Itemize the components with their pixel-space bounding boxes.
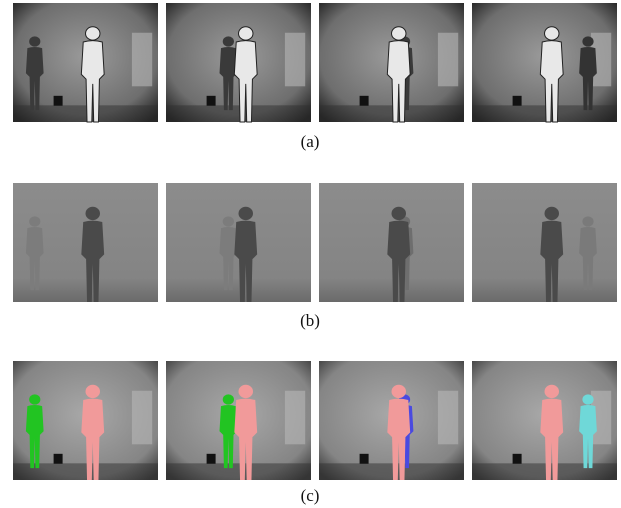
floor (13, 463, 158, 480)
image-panel (472, 3, 617, 122)
head (29, 36, 40, 46)
image-panel (166, 3, 311, 122)
bin (54, 96, 63, 106)
bin (360, 454, 369, 464)
floor (13, 105, 158, 122)
head (86, 207, 100, 220)
caption: (a) (301, 132, 320, 151)
head (545, 385, 559, 398)
head (86, 385, 100, 398)
head (545, 27, 559, 40)
image-panel (166, 361, 311, 480)
image-panel (319, 183, 464, 302)
head (545, 207, 559, 220)
floor (319, 105, 464, 122)
image-panel (319, 3, 464, 122)
board (438, 391, 458, 445)
image-panel (13, 361, 158, 480)
head (582, 216, 593, 226)
floor (319, 463, 464, 480)
caption: (b) (300, 311, 320, 330)
board (285, 391, 305, 445)
head (239, 385, 253, 398)
head (223, 216, 234, 226)
head (239, 27, 253, 40)
head (392, 385, 406, 398)
image-panel (166, 183, 311, 302)
floor (166, 463, 311, 480)
image-panel (13, 183, 158, 302)
head (223, 394, 234, 404)
board (285, 33, 305, 87)
caption: (c) (301, 486, 320, 505)
head (29, 216, 40, 226)
head (392, 27, 406, 40)
image-panel (13, 3, 158, 122)
bin (207, 454, 216, 464)
bin (360, 96, 369, 106)
head (29, 394, 40, 404)
head (86, 27, 100, 40)
head (582, 36, 593, 46)
bin (54, 454, 63, 464)
board (132, 33, 152, 87)
figure: (a) (b) (c) (0, 0, 621, 508)
floor (166, 105, 311, 122)
bin (513, 96, 522, 106)
board (132, 391, 152, 445)
image-panel (319, 361, 464, 480)
head (223, 36, 234, 46)
head (392, 207, 406, 220)
head (239, 207, 253, 220)
image-panel (472, 361, 617, 480)
image-panel (472, 183, 617, 302)
bin (513, 454, 522, 464)
head (582, 394, 593, 404)
floor (472, 105, 617, 122)
board (438, 33, 458, 87)
floor (472, 463, 617, 480)
bin (207, 96, 216, 106)
